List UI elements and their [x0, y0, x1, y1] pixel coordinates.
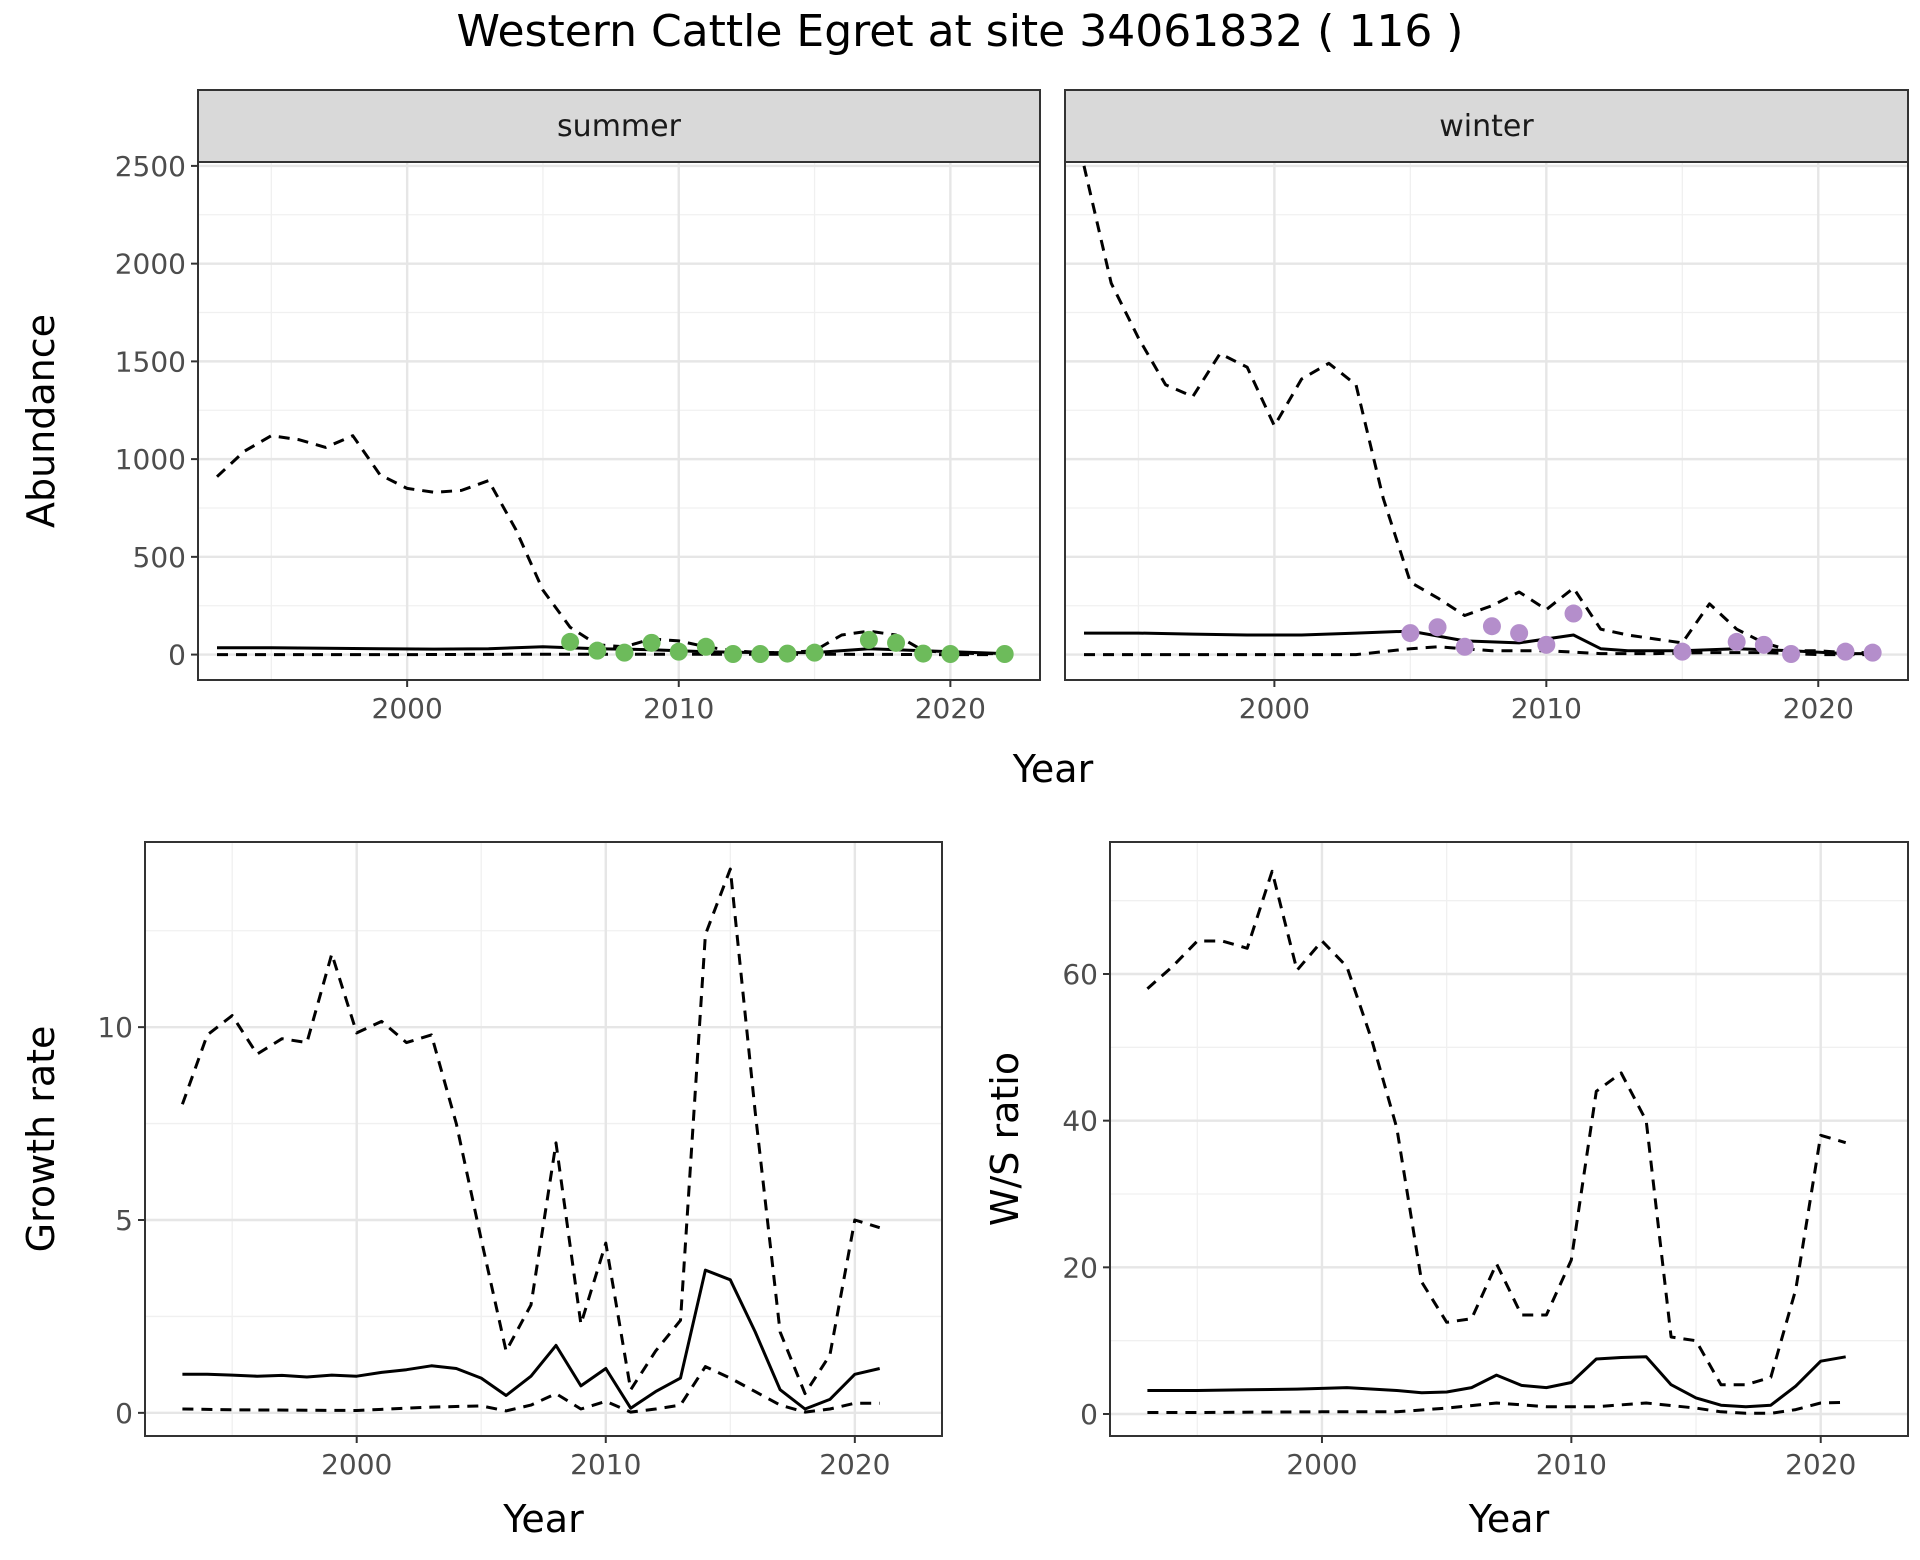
abundance-winter-observed-point: [1673, 642, 1692, 661]
abundance-y-tick-label: 1000: [115, 443, 186, 476]
abundance-y-tick-label: 500: [133, 541, 186, 574]
abundance-y-axis-label: Abundance: [19, 314, 63, 528]
abundance-summer-observed-point: [859, 630, 878, 649]
abundance-summer-median-line: [217, 645, 1005, 656]
abundance-winter-x-tick-label: 2020: [1783, 692, 1854, 725]
abundance-y-tick-label: 1500: [115, 345, 186, 378]
ratio-x-tick-label: 2020: [1785, 1448, 1856, 1481]
growth-y-tick-label: 0: [115, 1397, 133, 1430]
abundance-summer-observed-point: [696, 637, 715, 656]
abundance-winter-observed-point: [1482, 617, 1501, 636]
abundance-winter-observed-point: [1428, 618, 1447, 637]
abundance-winter-observed-point: [1863, 643, 1882, 662]
abundance-winter-x-tick-label: 2010: [1511, 692, 1582, 725]
abundance-summer-observed-point: [561, 632, 580, 651]
growth-y-tick-label: 10: [97, 1011, 133, 1044]
abundance-winter-strip-label: winter: [1439, 109, 1534, 144]
growth-y-tick-label: 5: [115, 1204, 133, 1237]
ratio-panel-border: [1109, 841, 1909, 1437]
ratio-upper-line: [1146, 869, 1847, 1387]
abundance-summer-observed-point: [914, 644, 933, 663]
abundance-winter-upper-line: [1082, 165, 1873, 655]
abundance-winter-observed-point: [1401, 624, 1420, 643]
growth-lower-line: [182, 1365, 880, 1414]
abundance-y-tick-label: 2500: [115, 150, 186, 183]
abundance-winter-observed-point: [1564, 604, 1583, 623]
abundance-summer-observed-point: [642, 633, 661, 652]
growth-grid: [145, 842, 942, 1436]
abundance-winter-observed-point: [1782, 645, 1801, 664]
abundance-summer-observed-point: [751, 645, 770, 664]
abundance-winter-observed-point: [1727, 632, 1746, 651]
abundance-winter-observed-point: [1836, 642, 1855, 661]
ratio-median-line: [1147, 1355, 1846, 1409]
abundance-winter-observed-point: [1510, 624, 1529, 643]
ratio-x-tick-label: 2010: [1536, 1448, 1607, 1481]
growth-x-tick-label: 2020: [819, 1448, 890, 1481]
growth-upper-line: [180, 867, 881, 1396]
ratio-y-axis-label: W/S ratio: [983, 1052, 1027, 1226]
abundance-y-tick-label: 0: [168, 639, 186, 672]
abundance-x-axis-label: Year: [1012, 747, 1094, 791]
abundance-winter-grid: [1065, 162, 1908, 680]
chart-title: Western Cattle Egret at site 34061832 ( …: [456, 6, 1464, 57]
ratio-y-tick-label: 40: [1062, 1105, 1098, 1138]
abundance-winter-median-line: [1084, 629, 1873, 656]
abundance-y-tick-label: 2000: [115, 248, 186, 281]
abundance-summer-observed-point: [995, 645, 1014, 664]
abundance-summer-observed-point: [615, 643, 634, 662]
abundance-winter-series: [1082, 165, 1882, 664]
ratio-y-tick-label: 0: [1080, 1398, 1098, 1431]
abundance-winter-observed-point: [1455, 637, 1474, 656]
abundance-winter-strip: [1064, 89, 1909, 163]
abundance-summer-observed-point: [669, 642, 688, 661]
ratio-x-axis-label: Year: [1468, 1497, 1550, 1541]
ratio-lower-line: [1147, 1400, 1846, 1415]
abundance-summer-observed-point: [805, 643, 824, 662]
growth-x-tick-label: 2010: [570, 1448, 641, 1481]
abundance-summer-panel-border: [197, 161, 1041, 681]
abundance-winter-panel-border: [1064, 161, 1909, 681]
ratio-series: [1146, 869, 1847, 1415]
abundance-summer-grid: [198, 162, 1040, 680]
abundance-summer-observed-point: [724, 645, 743, 664]
abundance-winter-observed-point: [1537, 635, 1556, 654]
growth-series: [180, 867, 881, 1414]
growth-panel-border: [144, 841, 943, 1437]
abundance-summer-observed-point: [941, 645, 960, 664]
abundance-summer-strip-label: summer: [557, 109, 682, 144]
abundance-winter-x-tick-label: 2000: [1239, 692, 1310, 725]
abundance-summer-upper-line: [215, 434, 1005, 656]
abundance-summer-strip: [197, 89, 1041, 163]
abundance-winter-observed-point: [1754, 635, 1773, 654]
abundance-summer-x-tick-label: 2020: [915, 692, 986, 725]
ratio-x-tick-label: 2000: [1286, 1448, 1357, 1481]
abundance-summer-series: [215, 434, 1014, 664]
abundance-summer-observed-point: [588, 641, 607, 660]
abundance-summer-x-tick-label: 2000: [372, 692, 443, 725]
growth-median-line: [182, 1268, 881, 1411]
abundance-summer-observed-point: [778, 644, 797, 663]
ratio-y-tick-label: 60: [1062, 958, 1098, 991]
growth-x-tick-label: 2000: [321, 1448, 392, 1481]
growth-y-axis-label: Growth rate: [19, 1026, 63, 1253]
abundance-summer-observed-point: [887, 633, 906, 652]
ratio-y-tick-label: 20: [1062, 1251, 1098, 1284]
abundance-summer-x-tick-label: 2010: [643, 692, 714, 725]
growth-x-axis-label: Year: [502, 1497, 584, 1541]
ratio-grid: [1110, 842, 1908, 1436]
